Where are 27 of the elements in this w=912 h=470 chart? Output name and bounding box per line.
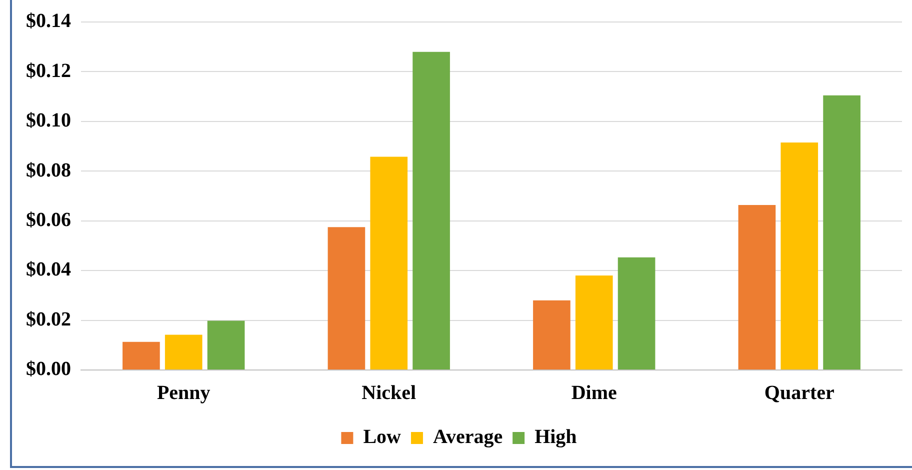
bar (328, 227, 366, 370)
y-tick-label: $0.10 (26, 110, 71, 132)
y-tick-label: $0.06 (26, 209, 71, 232)
x-tick-label: Dime (571, 382, 618, 404)
y-tick-label: $0.14 (26, 10, 71, 32)
bar (780, 142, 818, 370)
legend-label: Low (363, 426, 402, 448)
bar (823, 95, 860, 370)
y-tick-label: $0.02 (26, 308, 71, 330)
bar (738, 204, 776, 370)
x-tick-label: Nickel (362, 382, 417, 404)
x-tick-label: Quarter (764, 382, 834, 404)
bar (533, 300, 570, 370)
x-tick-label: Penny (156, 382, 210, 404)
bar (207, 320, 245, 370)
legend-label: Average (432, 426, 503, 448)
y-tick-label: $0.00 (26, 358, 71, 380)
y-tick-label: $0.12 (26, 60, 71, 82)
legend-label: High (534, 426, 577, 448)
bar (412, 52, 450, 370)
bar (618, 257, 656, 370)
y-tick-label: $0.08 (26, 159, 71, 182)
bar (164, 334, 202, 370)
bar (575, 276, 613, 370)
y-tick-label: $0.04 (26, 258, 71, 281)
bar (122, 342, 160, 370)
bar (370, 156, 408, 370)
